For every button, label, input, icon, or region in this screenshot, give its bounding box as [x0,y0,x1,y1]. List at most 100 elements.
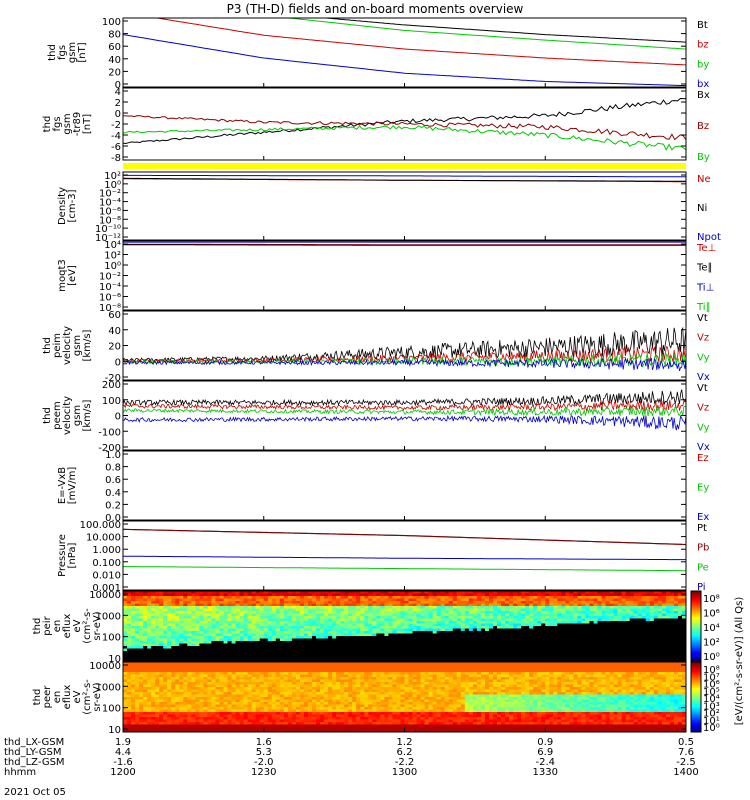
ytick-label-density-0: 10² [104,171,121,182]
ytick-label-pressure-1: 10.000 [86,533,121,544]
series-fgs-2 [284,18,686,50]
legend-peem-0: Vt [697,383,708,394]
xrow-1-value-4: 7.6 [678,747,694,758]
ylabel-fgs-dsl-4: [nT] [82,114,93,134]
ylabel-fgs-dsl-2: gsm [62,113,73,134]
ytick-label-fgs-dsl-5: -6 [111,142,121,153]
ytick-label-peim-4: -20 [105,373,121,384]
xrow-0-value-1: 1.6 [256,737,272,748]
ylabel-peer-1: peer [42,685,53,709]
frame-efield [122,450,687,521]
ytick-label-density-6: 10⁻¹⁰ [95,224,121,235]
ytick-label-peir-1: 1000 [96,611,121,622]
ytick-label-temp-2: 10⁰ [104,261,121,272]
ylabel-peem-4: [km/s] [82,399,93,431]
series-fgs-dsl-0 [123,97,686,145]
panel-peer: 10000 1000 100 10 thd peer en eflux eV (cm²-s-sr-… [32,661,687,736]
ytick-label-peim-2: 20 [108,342,121,353]
series-pressure-3 [123,555,686,561]
xrow-3-value-2: 1300 [392,767,417,778]
ytick-label-peem-0: 200 [102,380,121,391]
ytick-label-temp-0: 10⁴ [104,240,121,251]
ytick-label-temp-3: 10⁻² [99,272,121,283]
ylabel-density-0: Density [57,187,68,225]
series-fgs-dsl-1 [123,115,686,141]
ylabel-peir-3: eflux [62,614,73,639]
xrow-3-value-3: 1330 [533,767,558,778]
ylabel-peim-1: peim [52,333,63,358]
colorbar-upper-tick-2: 10⁴ [703,623,720,634]
ylabel-peem-2: velocity [62,396,73,435]
ylabel-fgs-1: fgs [57,45,68,60]
quality-flag-bar [123,163,686,169]
ytick-label-peem-1: 100 [102,396,121,407]
xrow-1-value-1: 5.3 [256,747,272,758]
series-temp-1 [123,244,686,246]
ytick-label-peer-3: 10 [108,725,121,736]
xrow-label-2: thd_LZ-GSM [4,757,65,768]
xrow-1-value-3: 6.9 [537,747,553,758]
ytick-label-fgs-1: 80 [108,30,121,41]
legend-efield-2: Ex [697,512,709,523]
xrow-2-value-0: -1.6 [113,757,133,768]
series-peem-2 [123,405,686,417]
ylabel-peir-4: eV [72,619,83,632]
xrow-2-value-3: -2.4 [535,757,555,768]
panel-fgs-dsl: 420-2-4-6-8 thd fgs gsm -tr89 [nT] Bx Bz By [42,87,710,164]
ytick-label-efield-0: 1.0 [105,450,121,461]
panel-efield: 1.0 0.80.6 0.40.2 0.0 E=-VxB [mV/m] Ez Ey Ex [57,450,709,524]
ylabel-peer-5: (cm²-s- [82,679,93,715]
ytick-label-pressure-5: 0.001 [92,583,121,594]
ytick-label-efield-2: 0.6 [105,475,121,486]
ylabel-pressure-1: [nPa] [67,542,78,568]
colorbar-lower-tick-2: 10⁶ [703,680,720,691]
ylabel-peim-0: thd [42,337,53,354]
colorbar-lower-tick-1: 10⁷ [703,672,720,683]
xrow-0-value-2: 1.2 [397,737,413,748]
xrow-label-0: thd_LX-GSM [4,737,64,748]
legend-fgs-0: Bt [697,20,708,31]
legend-peim-3: Vx [697,372,710,383]
ytick-label-density-2: 10⁻² [99,189,121,200]
ytick-label-peim-1: 40 [108,326,121,337]
ylabel-peer-3: eflux [62,685,73,710]
series-pressure-1 [123,528,686,546]
colorbar-lower-tick-4: 10⁴ [703,694,720,705]
series-fgs-3 [123,34,686,87]
ylabel-fgs-dsl-1: fgs [52,116,63,131]
series-density-2 [123,174,686,178]
frame-peim [122,310,687,381]
frame-fgs-dsl [122,87,687,161]
colorbar-upper-tick-0: 10⁸ [703,594,720,605]
series-density-1 [123,177,686,182]
xrow-3-value-1: 1230 [251,767,276,778]
xrow-1-value-2: 6.2 [397,747,413,758]
ytick-label-density-5: 10⁻⁸ [99,215,121,226]
ytick-label-fgs-dsl-6: -8 [111,153,121,164]
series-peim-3 [123,357,686,372]
legend-temp-1: Te∥ [696,263,713,274]
panel-peem: 200 100 0 -100 -200 thd peem velocity gsm [km/s] V… [42,380,710,454]
ytick-label-efield-4: 0.2 [105,500,121,511]
xrow-1-value-0: 4.4 [115,747,131,758]
series-fgs-1 [153,18,686,66]
legend-peem-2: Vy [697,422,710,433]
ylabel-fgs-dsl-3: -tr89 [72,112,83,136]
ytick-label-peer-2: 100 [102,704,121,715]
frame-peem [122,380,687,451]
frame-fgs [122,17,687,88]
colorbar-lower-tick-0: 10⁸ [703,665,720,676]
legend-fgs-2: by [697,59,709,70]
legend-temp-3: Ti∥ [696,302,711,313]
ytick-label-temp-6: 10⁻⁸ [99,303,121,314]
ytick-label-peim-3: 0 [115,357,121,368]
ytick-label-density-1: 10⁰ [104,180,121,191]
colorbar-lower-tick-8: 10⁰ [703,723,720,734]
ylabel-fgs-2: gsm [67,42,78,63]
ylabel-peir-2: en [52,620,63,633]
series-fgs-dsl-2 [123,124,686,152]
